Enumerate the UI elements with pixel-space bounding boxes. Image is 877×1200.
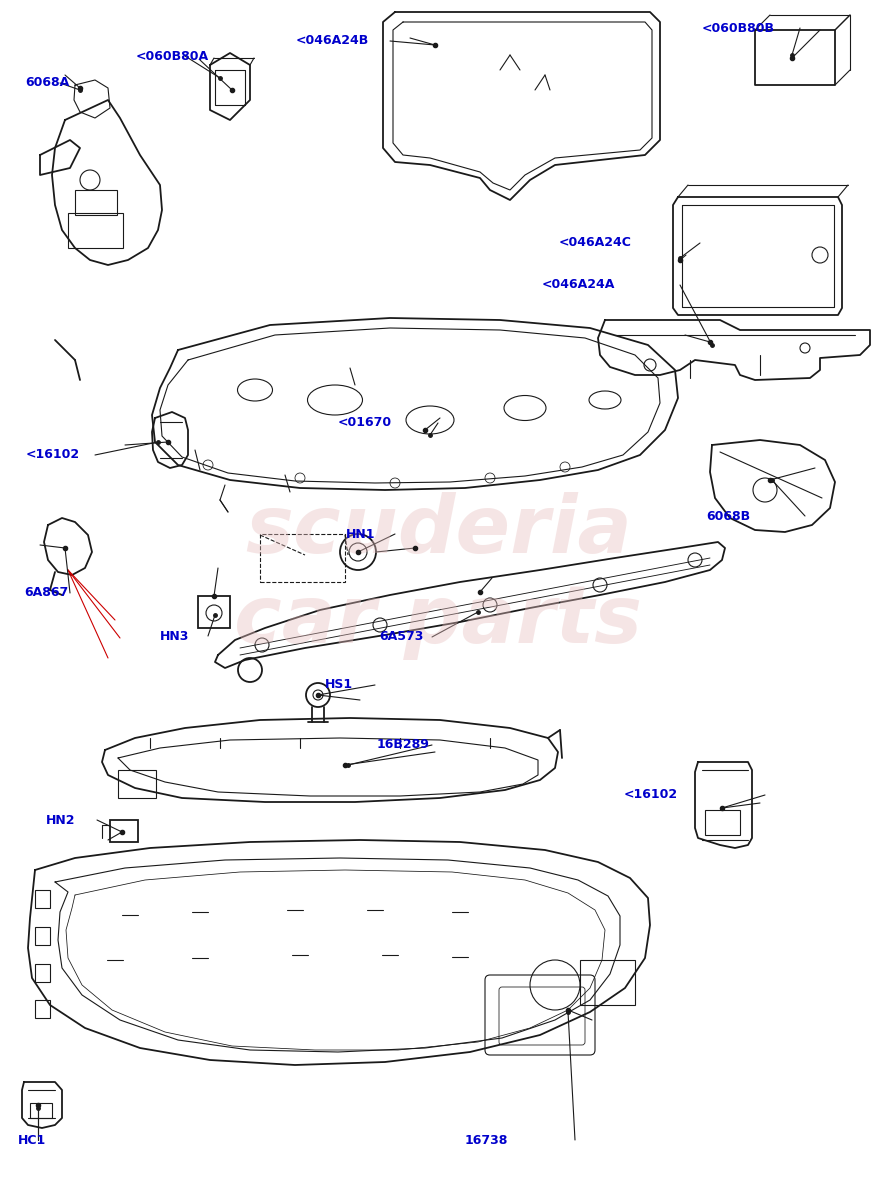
- Bar: [260, 534, 345, 582]
- Text: HN1: HN1: [346, 528, 375, 540]
- Text: HC1: HC1: [18, 1134, 46, 1146]
- Text: <060B80B: <060B80B: [702, 22, 775, 35]
- Text: <16102: <16102: [26, 449, 80, 462]
- Bar: [35, 890, 50, 908]
- Text: 6068A: 6068A: [25, 77, 69, 90]
- Text: 6A573: 6A573: [379, 630, 424, 643]
- Text: scuderia
car parts: scuderia car parts: [234, 492, 643, 660]
- Text: 6A867: 6A867: [24, 587, 68, 600]
- Bar: [30, 1103, 52, 1118]
- Text: 6068B: 6068B: [706, 510, 750, 522]
- Text: <16102: <16102: [624, 788, 678, 802]
- Bar: [35, 964, 50, 982]
- Text: <046A24B: <046A24B: [296, 35, 369, 48]
- Text: <046A24A: <046A24A: [542, 278, 616, 292]
- Bar: [75, 190, 117, 215]
- Bar: [118, 770, 156, 798]
- Text: HN2: HN2: [46, 814, 75, 827]
- Text: <060B80A: <060B80A: [136, 49, 209, 62]
- Bar: [580, 960, 635, 1006]
- Bar: [198, 596, 230, 628]
- Text: <046A24C: <046A24C: [559, 236, 631, 250]
- Bar: [705, 810, 740, 835]
- Text: 16738: 16738: [465, 1134, 509, 1146]
- Text: HN3: HN3: [160, 630, 189, 642]
- Bar: [35, 1000, 50, 1018]
- Bar: [68, 214, 123, 248]
- Text: HS1: HS1: [325, 678, 353, 691]
- Bar: [110, 820, 138, 842]
- Text: 16B289: 16B289: [377, 738, 430, 751]
- Text: <01670: <01670: [338, 416, 392, 430]
- Bar: [35, 926, 50, 946]
